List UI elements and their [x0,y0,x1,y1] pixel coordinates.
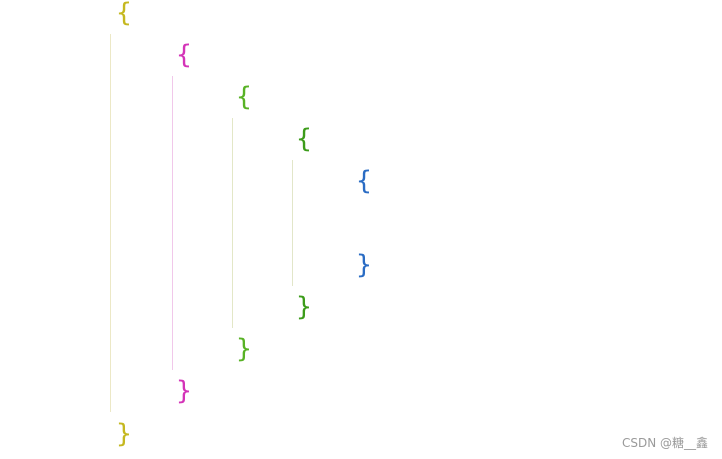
watermark-text: CSDN @糖__鑫 [621,436,708,450]
open-brace-level-3: { [236,82,252,112]
indent-guide-level-3 [232,118,233,328]
close-brace-level-4: } [296,292,312,322]
close-brace-level-3: } [236,334,252,364]
open-brace-level-2: { [176,40,192,70]
open-brace-level-1: { [116,0,132,28]
close-brace-level-5: } [356,250,372,280]
open-brace-level-4: { [296,124,312,154]
close-brace-level-1: } [116,419,132,449]
indent-guide-level-2 [172,76,173,370]
indent-guide-level-4 [292,160,293,286]
indent-guide-level-1 [110,34,111,412]
open-brace-level-5: { [356,166,372,196]
close-brace-level-2: } [176,376,192,406]
